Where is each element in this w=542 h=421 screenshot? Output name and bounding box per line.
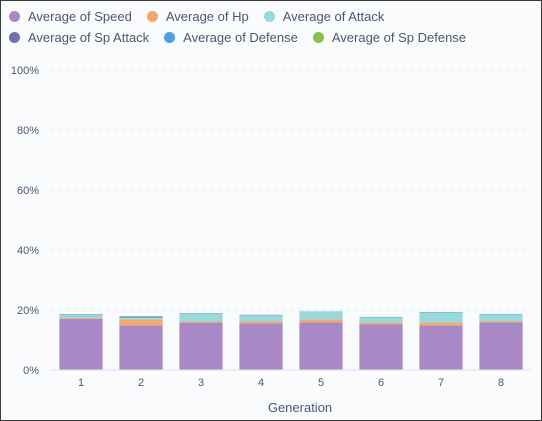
x-tick-label: 5 xyxy=(318,377,324,389)
y-tick-label: 40% xyxy=(17,245,39,257)
bar-segment xyxy=(179,313,223,322)
bar-segment xyxy=(179,321,223,323)
bar-segment xyxy=(299,319,343,323)
legend-label: Average of Sp Attack xyxy=(28,30,150,45)
legend-swatch xyxy=(263,11,275,22)
bar-segment xyxy=(239,323,283,370)
legend-swatch xyxy=(312,32,324,43)
bar-segment xyxy=(119,316,163,318)
legend-item[interactable]: Average of Sp Defense xyxy=(312,27,467,48)
y-tick-label: 80% xyxy=(17,125,39,137)
bar-segment xyxy=(359,324,403,370)
legend-label: Average of Hp xyxy=(165,9,249,24)
bar-segment xyxy=(239,321,283,324)
legend-item[interactable]: Average of Defense xyxy=(164,27,298,48)
legend-swatch xyxy=(146,11,158,22)
legend-swatch xyxy=(164,32,176,43)
y-tick-label: 60% xyxy=(17,185,39,197)
bar-segment xyxy=(419,312,463,323)
chart-legend: Average of Speed Average of Hp Average of … xyxy=(9,6,534,48)
y-tick-label: 20% xyxy=(17,305,39,317)
bar-segment xyxy=(59,314,103,319)
x-tick-label: 6 xyxy=(378,377,384,389)
x-tick-label: 2 xyxy=(138,377,144,389)
bar-segment xyxy=(239,315,283,322)
x-tick-label: 4 xyxy=(258,377,264,389)
bar-segment xyxy=(419,322,463,326)
legend-item[interactable]: Average of Attack xyxy=(263,6,385,27)
bar-segment xyxy=(119,319,163,326)
y-tick-label: 0% xyxy=(23,365,39,377)
legend-item[interactable]: Average of Speed xyxy=(9,6,132,27)
bar-segment xyxy=(359,317,403,323)
legend-label: Average of Attack xyxy=(282,9,385,24)
bar-segment xyxy=(479,314,523,322)
bar-segment xyxy=(179,322,223,370)
bar-segment xyxy=(419,325,463,370)
x-axis-title: Generation xyxy=(268,400,332,415)
bar-segment xyxy=(119,316,163,317)
legend-swatch xyxy=(9,32,20,43)
bar-segment xyxy=(359,322,403,325)
y-tick-label: 100% xyxy=(11,65,39,77)
legend-label: Average of Speed xyxy=(28,9,132,24)
bar-segment xyxy=(59,318,103,319)
bar-segment xyxy=(299,312,343,320)
bar-segment xyxy=(479,321,523,323)
bar-segment xyxy=(59,319,103,370)
legend-label: Average of Sp Defense xyxy=(331,30,467,45)
legend-swatch xyxy=(9,11,20,22)
x-tick-label: 8 xyxy=(498,377,504,389)
x-tick-label: 3 xyxy=(198,377,204,389)
legend-item[interactable]: Average of Sp Attack xyxy=(9,27,149,48)
legend-label: Average of Defense xyxy=(183,30,298,45)
bar-segment xyxy=(119,325,163,370)
x-tick-label: 7 xyxy=(438,377,444,389)
legend-item[interactable]: Average of Hp xyxy=(146,6,249,27)
bar-segment xyxy=(479,322,523,370)
bar-segment xyxy=(299,322,343,370)
bar-segment xyxy=(119,317,163,320)
x-tick-label: 1 xyxy=(78,377,84,389)
